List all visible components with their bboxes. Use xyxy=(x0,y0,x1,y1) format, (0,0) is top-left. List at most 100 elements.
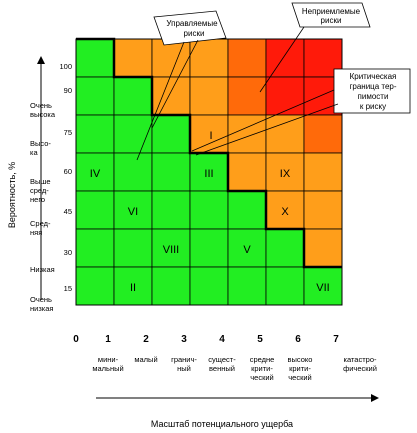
svg-text:низкая: низкая xyxy=(30,304,53,313)
svg-text:малый: малый xyxy=(134,355,157,364)
x-category-significant: сущест- венный xyxy=(208,355,236,373)
matrix-cell xyxy=(75,228,115,268)
matrix-cell xyxy=(227,228,267,268)
y-level-above-average: Выше сред- него xyxy=(30,177,51,204)
svg-text:ческий: ческий xyxy=(288,373,312,382)
zone-label-i: I xyxy=(209,130,212,142)
matrix-cell xyxy=(265,76,305,116)
zone-label-vi: VI xyxy=(128,206,138,218)
critical-boundary-line xyxy=(76,37,342,269)
risk-matrix-grid xyxy=(75,38,343,306)
matrix-cell xyxy=(303,114,343,154)
matrix-cell xyxy=(75,38,115,78)
matrix-cell xyxy=(227,152,267,192)
y-level-very-low: Очень низкая xyxy=(30,295,53,313)
callout-boundary-line-1: Критическая xyxy=(350,72,397,81)
svg-text:Очень: Очень xyxy=(30,101,52,110)
callout-unacceptable-risks: Неприемлемые риски xyxy=(259,2,371,93)
svg-text:крити-: крити- xyxy=(289,364,311,373)
zone-label-ii: II xyxy=(130,282,136,294)
svg-text:сред-: сред- xyxy=(30,186,49,195)
matrix-cell xyxy=(303,266,343,306)
matrix-cell xyxy=(189,228,229,268)
matrix-cell xyxy=(113,114,153,154)
x-number-0: 0 xyxy=(73,334,79,345)
matrix-cell xyxy=(227,190,267,230)
matrix-cell xyxy=(303,152,343,192)
matrix-cell xyxy=(189,76,229,116)
matrix-cell xyxy=(265,152,305,192)
matrix-cell xyxy=(75,152,115,192)
matrix-cell xyxy=(227,266,267,306)
matrix-cell xyxy=(265,266,305,306)
callout-boundary-line-2: граница тер- xyxy=(349,82,396,91)
svg-text:мальный: мальный xyxy=(92,364,123,373)
svg-text:сущест-: сущест- xyxy=(208,355,236,364)
svg-text:ка: ка xyxy=(30,148,38,157)
matrix-cell xyxy=(303,228,343,268)
zone-label-ix: IX xyxy=(280,168,291,180)
x-category-small: малый xyxy=(134,355,157,364)
y-tick-30: 30 xyxy=(64,248,72,257)
y-level-very-high: Очень высока xyxy=(30,101,56,119)
svg-text:высоко: высоко xyxy=(288,355,313,364)
y-level-average: Сред- няя xyxy=(30,219,51,237)
matrix-cell xyxy=(151,76,191,116)
x-number-5: 5 xyxy=(257,334,263,345)
matrix-cell xyxy=(189,190,229,230)
svg-text:фический: фический xyxy=(343,364,377,373)
svg-text:венный: венный xyxy=(209,364,235,373)
matrix-cell xyxy=(151,266,191,306)
matrix-cell xyxy=(227,76,267,116)
svg-text:Высо-: Высо- xyxy=(30,139,51,148)
x-category-minimal: мини- мальный xyxy=(92,355,123,373)
y-tick-90: 90 xyxy=(64,86,72,95)
zone-label-iv: IV xyxy=(90,168,101,180)
y-tick-45: 45 xyxy=(64,207,72,216)
x-category-medium-critical: средне крити- ческий xyxy=(250,355,275,382)
y-tick-100: 100 xyxy=(59,62,72,71)
y-axis-title: Вероятность, % xyxy=(7,162,17,228)
svg-text:Сред-: Сред- xyxy=(30,219,51,228)
y-tick-75: 75 xyxy=(64,128,72,137)
matrix-cell xyxy=(113,38,153,78)
zone-label-x: X xyxy=(281,206,289,218)
x-number-3: 3 xyxy=(181,334,187,345)
zone-label-vii: VII xyxy=(316,282,329,294)
svg-text:гранич-: гранич- xyxy=(171,355,197,364)
svg-text:Низкая: Низкая xyxy=(30,265,55,274)
callout-boundary-line-3: пимости xyxy=(358,92,389,101)
callout-managed-risks: Управляемые риски xyxy=(136,10,227,161)
callout-boundary-line-4: к риску xyxy=(360,102,386,111)
x-number-4: 4 xyxy=(219,334,225,345)
svg-text:Очень: Очень xyxy=(30,295,52,304)
matrix-cell xyxy=(151,190,191,230)
zone-label-iii: III xyxy=(204,168,213,180)
matrix-cell xyxy=(303,190,343,230)
matrix-cell xyxy=(113,228,153,268)
svg-text:ный: ный xyxy=(177,364,191,373)
matrix-cell xyxy=(265,228,305,268)
x-number-1: 1 xyxy=(105,334,111,345)
zone-label-v: V xyxy=(243,244,251,256)
svg-text:высока: высока xyxy=(30,110,56,119)
callout-managed-line-1: Управляемые xyxy=(166,19,218,28)
svg-text:него: него xyxy=(30,195,45,204)
matrix-cell xyxy=(151,114,191,154)
matrix-cell xyxy=(265,38,305,78)
svg-text:средне: средне xyxy=(250,355,275,364)
matrix-cell xyxy=(227,114,267,154)
matrix-cell xyxy=(189,266,229,306)
x-axis-title: Масштаб потенциального ущерба xyxy=(151,419,293,429)
zone-label-viii: VIII xyxy=(163,244,180,256)
x-number-2: 2 xyxy=(143,334,149,345)
matrix-cell xyxy=(265,114,305,154)
matrix-cell xyxy=(75,266,115,306)
svg-text:мини-: мини- xyxy=(98,355,119,364)
matrix-cell xyxy=(75,114,115,154)
y-level-low: Низкая xyxy=(30,265,55,274)
matrix-cell xyxy=(75,190,115,230)
x-number-6: 6 xyxy=(295,334,301,345)
y-tick-60: 60 xyxy=(64,167,72,176)
matrix-cell xyxy=(113,76,153,116)
